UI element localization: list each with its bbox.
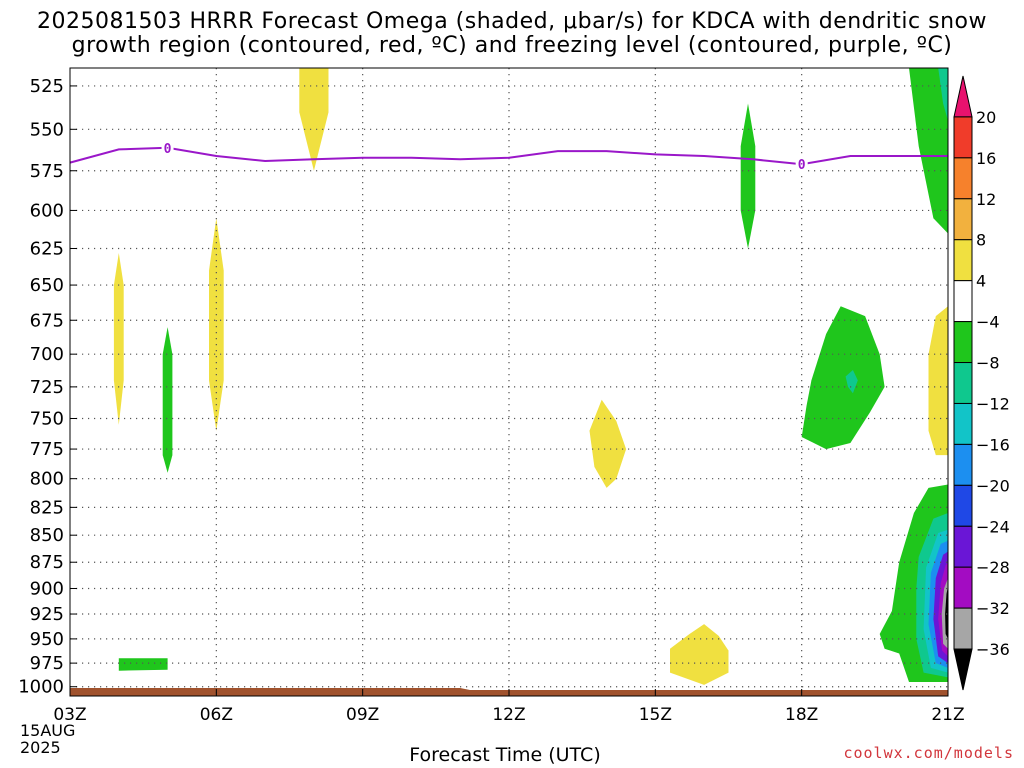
colorbar-label: 8 [976, 231, 986, 250]
omega-region-8 [118, 658, 168, 671]
chart-title-line-1: 2025081503 HRRR Forecast Omega (shaded, … [37, 9, 987, 34]
freezing-level-contour: 00 [69, 139, 948, 173]
omega-region-0 [299, 68, 329, 171]
y-tick-label: 525 [30, 76, 64, 97]
x-axis-ticks: 03Z 06Z 09Z 12Z 15Z 18Z 21Z [53, 689, 965, 725]
y-tick-label: 775 [30, 439, 64, 460]
x-tick-label: 15Z [639, 705, 672, 725]
colorbar-swatch [953, 607, 973, 650]
colorbar-swatch [953, 525, 973, 568]
omega-region-9 [909, 68, 948, 234]
omega-region-3 [589, 399, 627, 488]
colorbar-swatch [953, 157, 973, 200]
y-tick-label: 850 [30, 525, 64, 546]
x-tick-label: 06Z [200, 705, 233, 725]
y-tick-label: 750 [30, 408, 64, 429]
colorbar-swatch [953, 648, 973, 691]
freezing-level-label: 0 [798, 158, 806, 173]
colorbar-swatch [953, 402, 973, 445]
y-tick-label: 800 [30, 469, 64, 490]
colorbar-swatch [953, 280, 973, 323]
colorbar-label: 4 [976, 272, 986, 291]
colorbar-label: −24 [976, 517, 1010, 536]
colorbar-swatch [953, 321, 973, 364]
x-tick-label: 12Z [492, 705, 525, 725]
y-tick-label: 675 [30, 310, 64, 331]
y-tick-label: 700 [30, 344, 64, 365]
y-tick-label: 625 [30, 238, 64, 259]
colorbar-label: −4 [976, 313, 1000, 332]
y-tick-label: 900 [30, 578, 64, 599]
colorbar-swatch [953, 116, 973, 159]
colorbar-label: −32 [976, 599, 1010, 618]
colorbar-swatch [953, 443, 973, 486]
date-year-label: 2025 [20, 738, 61, 757]
x-tick-label: 18Z [785, 705, 818, 725]
y-tick-label: 725 [30, 377, 64, 398]
omega-region-6 [162, 327, 173, 473]
freezing-label-bg [795, 156, 808, 173]
omega-region-12 [845, 370, 858, 394]
omega-region-1 [113, 253, 124, 425]
y-axis-ticks: 525 550 575 600 625 650 675 700 725 750 775 800 825 8… [18, 76, 77, 698]
x-tick-label: 03Z [53, 705, 86, 725]
y-tick-label: 975 [30, 653, 64, 674]
colorbar-swatch [953, 239, 973, 282]
y-tick-label: 950 [30, 629, 64, 650]
grid-lines [70, 68, 948, 696]
colorbar-swatch [953, 75, 973, 118]
colorbar-label: 16 [976, 149, 996, 168]
colorbar-swatch [953, 566, 973, 609]
y-tick-label: 825 [30, 497, 64, 518]
omega-region-2 [209, 218, 224, 431]
site-credit: coolwx.com/models [843, 744, 1014, 762]
freezing-level-line [69, 146, 948, 166]
colorbar-label: −28 [976, 558, 1010, 577]
y-tick-label: 1000 [18, 677, 64, 698]
omega-shading [113, 68, 948, 685]
y-tick-label: 875 [30, 552, 64, 573]
colorbar-swatch [953, 484, 973, 527]
x-tick-label: 09Z [346, 705, 379, 725]
y-tick-label: 575 [30, 161, 64, 182]
x-tick-label: 21Z [931, 705, 964, 725]
omega-region-10 [938, 68, 948, 121]
colorbar: 20 16 12 8 4 −4 −8 −12 −16 −20 −24 −28 −32 −36 [953, 75, 1010, 691]
colorbar-swatch [953, 198, 973, 241]
colorbar-label: −16 [976, 435, 1010, 454]
colorbar-label: −12 [976, 394, 1010, 413]
colorbar-label: 12 [976, 190, 996, 209]
colorbar-swatch [953, 362, 973, 404]
y-tick-label: 600 [30, 200, 64, 221]
omega-region-20 [945, 586, 948, 639]
colorbar-label: 20 [976, 108, 996, 127]
colorbar-label: −8 [976, 354, 1000, 373]
y-tick-label: 925 [30, 604, 64, 625]
omega-region-11 [801, 306, 885, 450]
x-axis-title: Forecast Time (UTC) [409, 744, 601, 766]
omega-region-5 [928, 306, 948, 456]
omega-region-4 [670, 624, 729, 685]
colorbar-label: −36 [976, 640, 1010, 659]
date-day-label: 15AUG [20, 721, 76, 740]
freezing-label-bg [161, 139, 174, 156]
chart-title-line-2: growth region (contoured, red, ºC) and f… [71, 33, 953, 58]
freezing-level-label: 0 [164, 142, 172, 157]
y-tick-label: 650 [30, 275, 64, 296]
colorbar-label: −20 [976, 476, 1010, 495]
omega-region-7 [740, 103, 756, 249]
y-tick-label: 550 [30, 119, 64, 140]
